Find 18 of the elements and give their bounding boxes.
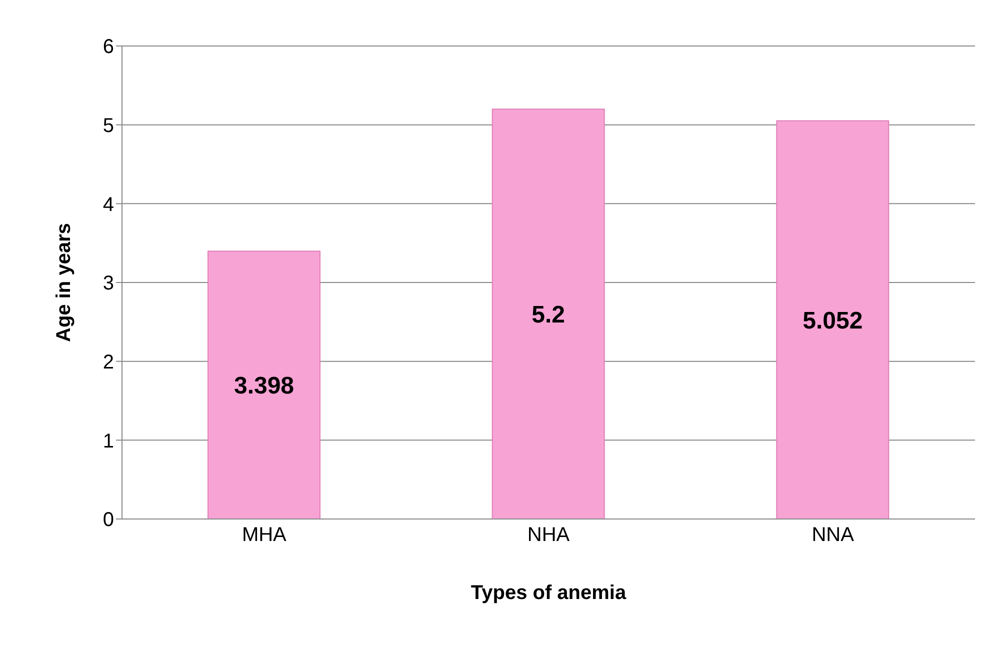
x-tick-label: NHA [527,524,570,546]
y-axis-title: Age in years [53,223,76,342]
y-tick-label: 2 [102,351,114,374]
data-label: 5.052 [802,307,863,334]
x-tick-label: NNA [812,524,855,546]
x-tick-label: MHA [242,524,288,546]
y-tick-label: 6 [102,36,114,58]
data-label: 3.398 [234,372,294,400]
y-tick-label: 4 [102,194,114,216]
y-tick-label: 3 [102,272,114,295]
y-tick-label: 5 [102,114,114,137]
x-axis-title: Types of anemia [470,582,627,604]
bar [208,250,320,519]
bar [492,108,605,519]
y-tick-label: 0 [102,509,114,532]
bar [776,120,890,519]
data-label: 5.2 [532,302,566,329]
y-tick-label: 1 [102,430,114,452]
